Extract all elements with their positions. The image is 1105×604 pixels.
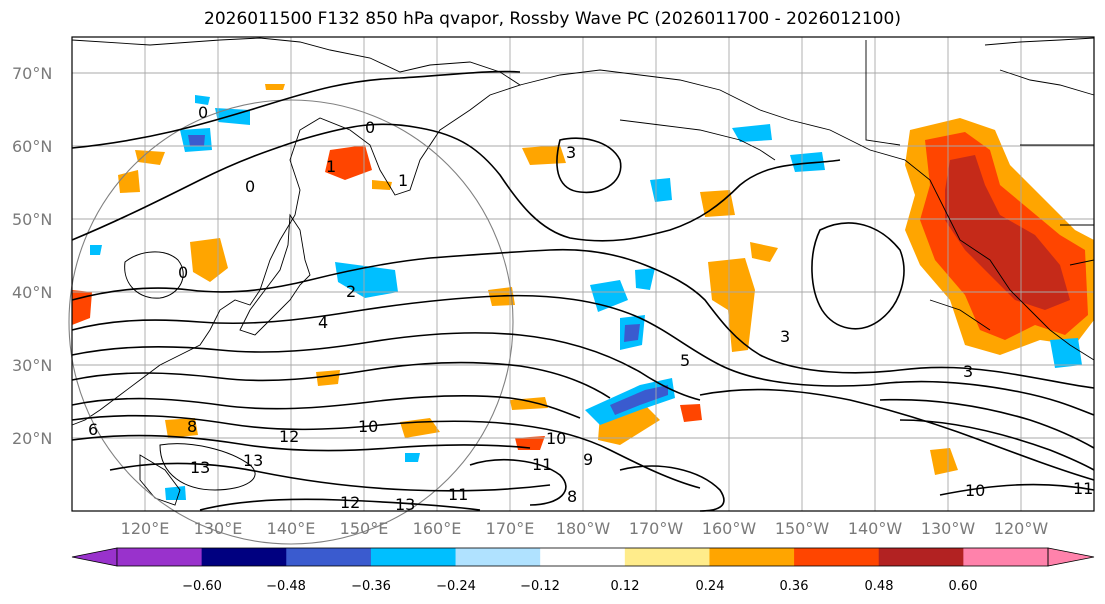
contour-label: 3 [780,327,790,346]
colorbar: −0.60 −0.48 −0.36 −0.24 −0.12 0.12 0.24 … [71,547,1095,594]
contour-label: 12 [279,427,299,446]
colorbar-extend-min [71,547,118,567]
colorbar-tick-label: 0.36 [780,579,809,594]
plot-frame [71,36,1095,512]
contour-label: 13 [190,458,210,477]
colorbar-segment [624,548,710,566]
contour-labels: 0 0 0 0 1 1 2 3 3 3 4 5 6 8 8 9 10 10 10… [88,103,1093,514]
colorbar-tick-label: 0.60 [949,579,978,594]
lat-label: 60°N [12,137,52,156]
contour-label: 0 [178,263,188,282]
colorbar-tick-label: −0.12 [520,579,560,594]
colorbar-segment [370,548,457,566]
contour-label: 1 [398,171,408,190]
contour-label: 3 [963,362,973,381]
colorbar-tick-label: −0.24 [436,579,476,594]
colorbar-extend-max [1047,547,1095,567]
colorbar-segment [201,548,287,566]
contour-label: 1 [326,157,336,176]
contour-label: 12 [340,493,360,512]
contour-label: 8 [187,417,197,436]
contour-label: 11 [448,485,468,504]
colorbar-segment [455,548,541,566]
colorbar-segment [540,548,626,566]
colorbar-tick-label: −0.48 [266,579,306,594]
contour-label: 10 [358,417,378,436]
lon-label: 170°W [629,519,684,538]
contour-label: 11 [532,455,552,474]
colorbar-segment [709,548,795,566]
colorbar-outline [116,547,1049,567]
positive-anomaly-shading [72,84,1094,475]
lon-label: 150°E [340,519,389,538]
lat-label: 50°N [12,210,52,229]
lon-label: 160°E [413,519,462,538]
contour-label: 2 [346,282,356,301]
lon-label: 120°E [121,519,170,538]
negative-anomaly-shading [90,95,1082,500]
contour-label: 10 [965,481,985,500]
contour-label: 13 [243,451,263,470]
lon-label: 120°W [994,519,1049,538]
lon-label: 160°W [702,519,757,538]
contour-label: 0 [245,177,255,196]
colorbar-tick-label: −0.36 [351,579,391,594]
colorbar-segment [286,548,372,566]
plot-area: 0 0 0 0 1 1 2 3 3 3 4 5 6 8 8 9 10 10 10… [68,36,1095,545]
lon-label: 140°E [267,519,316,538]
lon-label: 180°W [556,519,611,538]
lat-label: 30°N [12,356,52,375]
colorbar-segment [878,548,964,566]
colorbar-segment [794,548,880,566]
colorbar-tick-label: 0.48 [865,579,894,594]
lat-label: 40°N [12,283,52,302]
lon-label: 150°W [775,519,830,538]
lon-label: 130°W [921,519,976,538]
contour-label: 0 [365,118,375,137]
colorbar-segment [117,548,203,566]
longitude-labels: 120°E 130°E 140°E 150°E 160°E 170°E 180°… [121,519,1049,538]
lat-label: 20°N [12,429,52,448]
contour-label: 8 [567,487,577,506]
contour-label: 13 [395,495,415,514]
contour-lines [71,70,1095,512]
colorbar-tick-label: 0.24 [696,579,725,594]
contour-label: 10 [546,429,566,448]
contour-label: 4 [318,313,328,332]
colorbar-tick-label: −0.60 [182,579,222,594]
colorbar-tick-label: 0.12 [611,579,640,594]
map-title: 2026011500 F132 850 hPa qvapor, Rossby W… [204,9,901,29]
colorbar-segments [71,547,1095,567]
contour-label: 3 [566,143,576,162]
contour-label: 5 [680,351,690,370]
contour-label: 0 [198,103,208,122]
contour-label: 6 [88,420,98,439]
lat-label: 70°N [12,64,52,83]
contour-label: 11 [1073,479,1093,498]
contour-label: 9 [583,450,593,469]
lon-label: 130°E [194,519,243,538]
colorbar-segment [963,548,1049,566]
lon-label: 140°W [848,519,903,538]
lon-label: 170°E [486,519,535,538]
latitude-labels: 70°N 60°N 50°N 40°N 30°N 20°N [12,64,52,448]
colorbar-ticks: −0.60 −0.48 −0.36 −0.24 −0.12 0.12 0.24 … [182,579,977,594]
reference-circle [68,99,514,545]
graticule [72,37,1094,511]
